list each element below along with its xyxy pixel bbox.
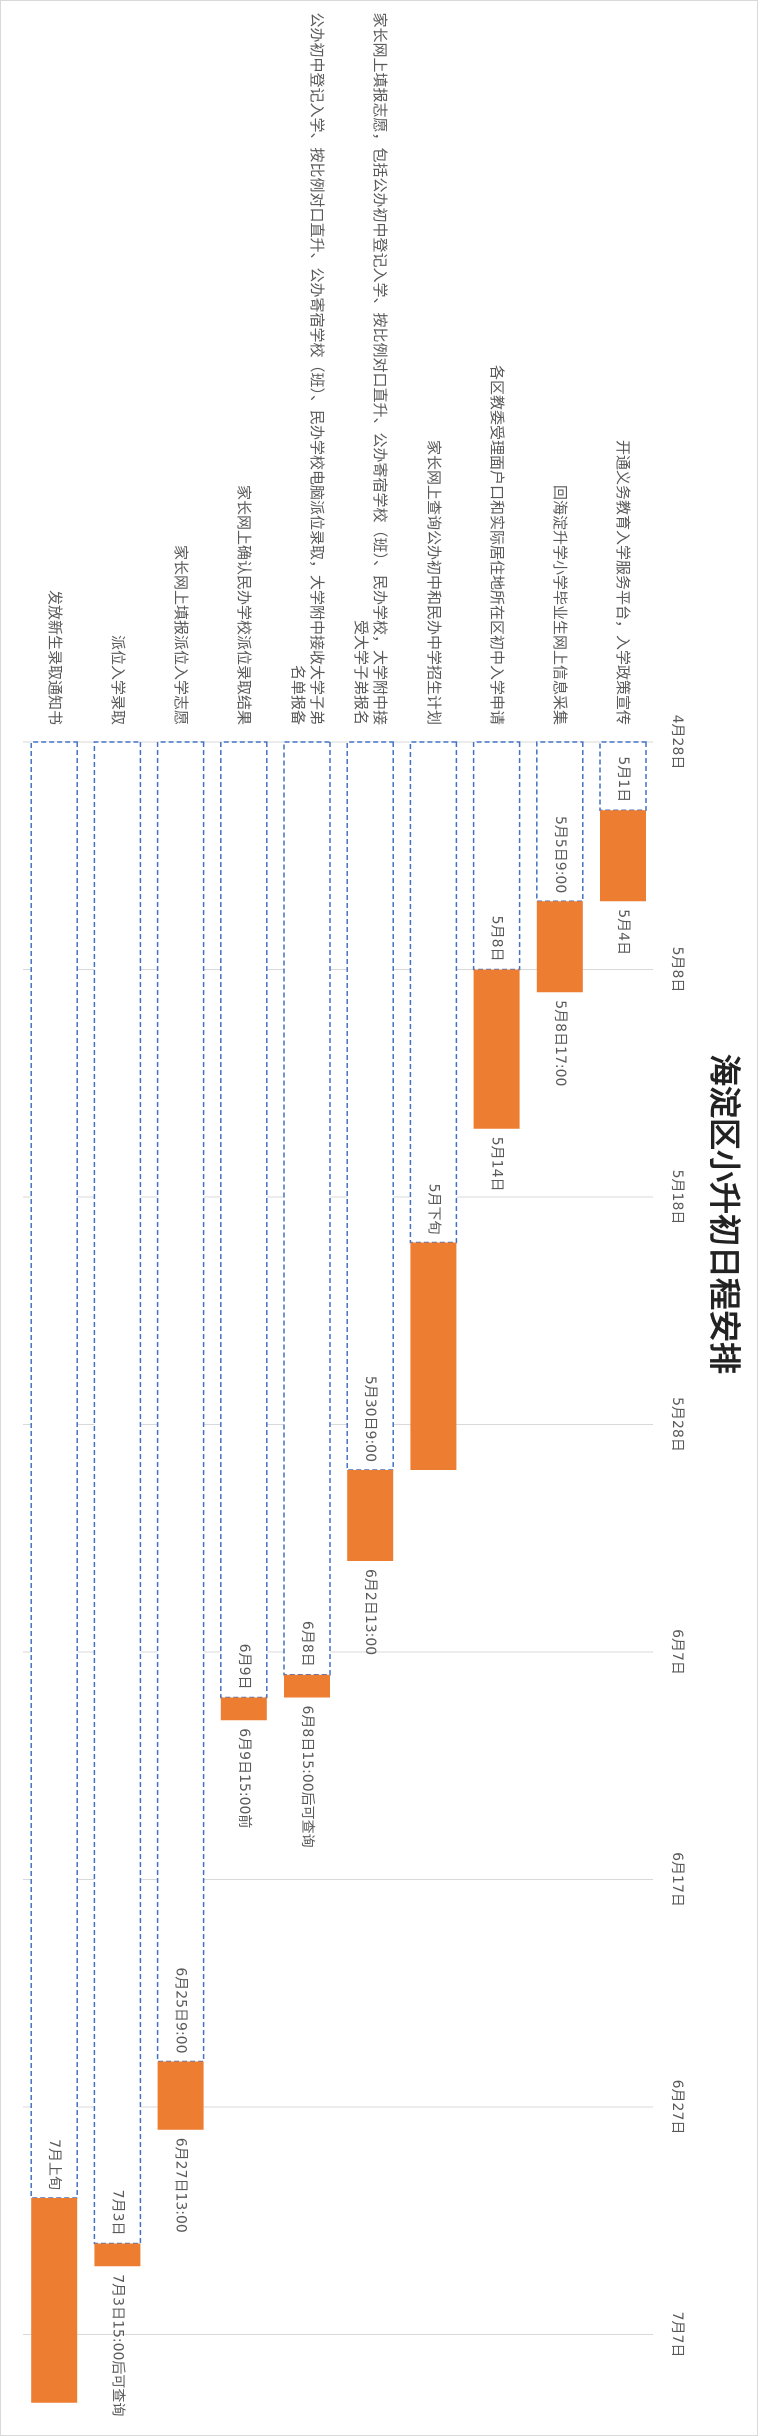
start-label: 5月8日 <box>489 916 505 962</box>
end-label: 5月14日 <box>489 1137 505 1192</box>
bar <box>94 2243 141 2267</box>
offset-bar <box>346 741 394 1471</box>
offset-bar <box>409 741 458 1244</box>
x-tick-label: 5月8日 <box>669 947 685 993</box>
offset-bar <box>283 741 331 1676</box>
end-label: 6月9日15:00前 <box>236 1728 253 1828</box>
start-label: 5月30日9:00 <box>362 1376 378 1462</box>
offset-bar <box>536 741 584 902</box>
chart-title: 海淀区小升初日程安排 <box>706 1054 744 1374</box>
bar <box>31 2198 78 2403</box>
end-label: 5月4日 <box>615 909 631 955</box>
task-label: 发放新生录取通知书 <box>45 589 64 725</box>
start-label: 7月3日 <box>109 2190 125 2236</box>
end-label: 7月3日15:00后可查询 <box>109 2274 125 2416</box>
bar <box>410 1242 457 1470</box>
x-tick-label: 5月18日 <box>669 1170 685 1225</box>
end-label: 6月27日13:00 <box>173 2138 189 2233</box>
x-tick-label: 5月28日 <box>669 1397 685 1452</box>
x-tick-label: 6月27日 <box>669 2080 685 2135</box>
bar <box>157 2061 204 2130</box>
offset-bar <box>93 741 142 2245</box>
offset-bar <box>220 741 268 1699</box>
start-label: 6月25日9:00 <box>173 1967 189 2053</box>
start-label: 7月上旬 <box>46 2139 62 2190</box>
bar <box>536 901 583 993</box>
x-tick-label: 6月17日 <box>669 1852 685 1907</box>
start-label: 5月5日9:00 <box>552 816 568 893</box>
start-label: 6月8日 <box>299 1621 315 1667</box>
end-label: 5月8日17:00 <box>552 1000 568 1086</box>
start-label: 6月9日 <box>236 1644 252 1690</box>
start-label: 5月下旬 <box>425 1184 441 1235</box>
x-tick-label: 4月28日 <box>669 715 685 770</box>
offset-bar <box>156 741 205 2063</box>
offset-bar <box>30 741 78 2199</box>
bar <box>600 810 646 902</box>
start-label: 5月1日 <box>615 756 631 802</box>
bar <box>220 1697 267 1721</box>
task-label-text: 发放新生录取通知书 <box>45 589 64 725</box>
end-label: 6月2日13:00 <box>362 1569 378 1655</box>
bar <box>473 969 520 1129</box>
bar <box>284 1674 330 1698</box>
x-tick-label: 6月7日 <box>669 1629 685 1675</box>
bar <box>347 1470 394 1561</box>
x-tick-label: 7月7日 <box>669 2312 685 2358</box>
end-label: 6月8日15:00后可查询 <box>299 1706 315 1848</box>
rotated-chart: 海淀区小升初日程安排 4月28日 5月8日 5月18日 5月28日 6月7日 6月17日 6… <box>23 12 744 2416</box>
